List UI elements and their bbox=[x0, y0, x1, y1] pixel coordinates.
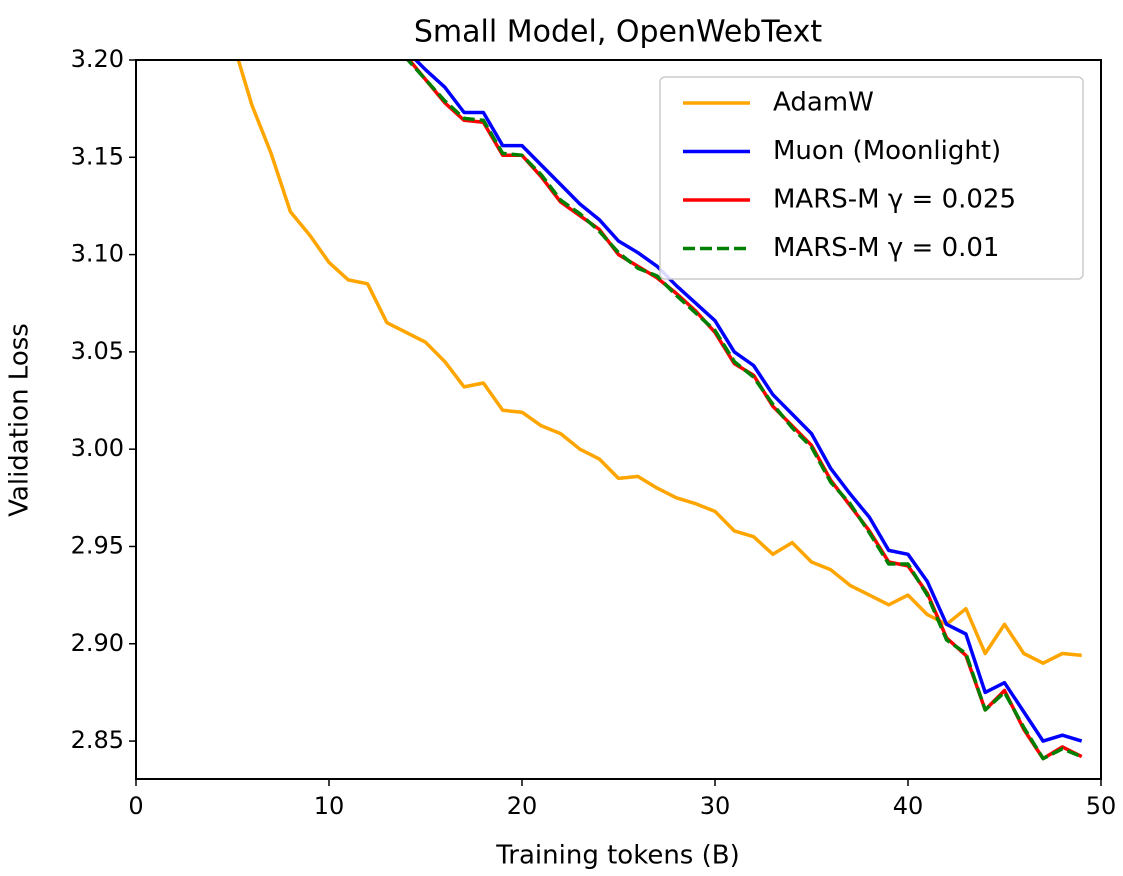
legend-label: MARS-M γ = 0.01 bbox=[773, 233, 999, 263]
legend-label: Muon (Moonlight) bbox=[773, 136, 1001, 166]
y-tick-label: 3.00 bbox=[71, 434, 124, 462]
y-tick-label: 3.15 bbox=[71, 142, 124, 170]
y-axis-label: Validation Loss bbox=[5, 323, 35, 517]
legend-box bbox=[659, 76, 1084, 280]
y-tick-label: 3.05 bbox=[71, 337, 124, 365]
x-tick-label: 0 bbox=[128, 792, 143, 820]
series-line bbox=[413, 60, 1083, 743]
x-tick-label: 30 bbox=[700, 792, 731, 820]
x-tick-label: 10 bbox=[314, 792, 345, 820]
legend-label: AdamW bbox=[773, 88, 874, 118]
chart-title: Small Model, OpenWebText bbox=[414, 15, 822, 50]
y-tick-label: 3.20 bbox=[71, 45, 124, 73]
x-axis-label: Training tokens (B) bbox=[495, 841, 740, 871]
x-tick-label: 20 bbox=[507, 792, 538, 820]
x-tick-label: 50 bbox=[1086, 792, 1117, 820]
y-tick-label: 2.95 bbox=[71, 531, 124, 559]
y-tick-label: 2.85 bbox=[71, 726, 124, 754]
series-line bbox=[405, 60, 1083, 761]
plot-frame bbox=[135, 59, 1102, 780]
legend-label: MARS-M γ = 0.025 bbox=[773, 185, 1016, 215]
x-tick-label: 40 bbox=[893, 792, 924, 820]
plot-lines bbox=[236, 60, 1083, 761]
y-tick-label: 2.90 bbox=[71, 629, 124, 657]
y-tick-label: 3.10 bbox=[71, 240, 124, 268]
